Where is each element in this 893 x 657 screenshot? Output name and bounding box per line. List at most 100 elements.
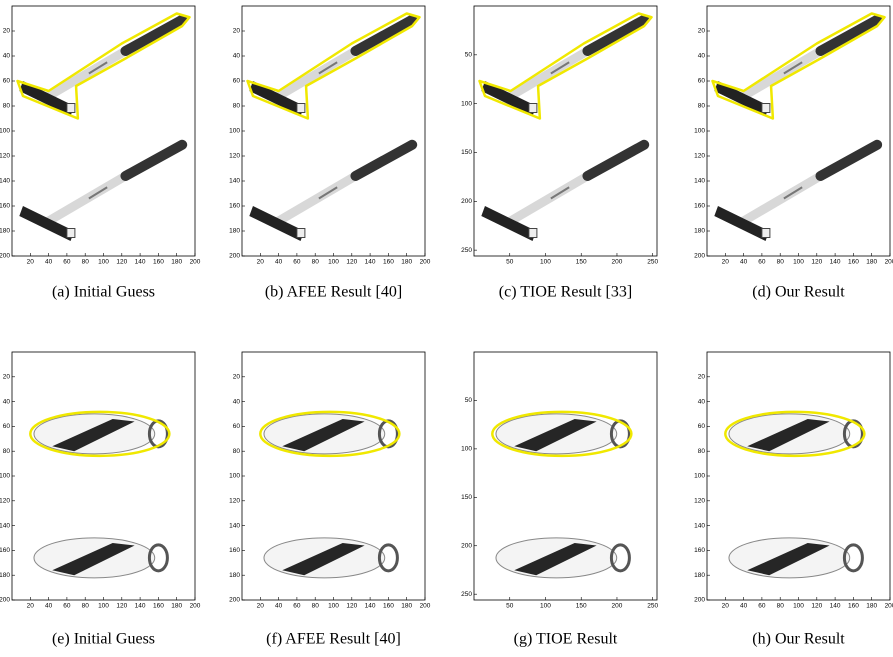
x-tick-label: 50: [506, 259, 514, 266]
x-tick-label: 180: [401, 259, 412, 266]
x-tick-label: 80: [312, 603, 320, 610]
y-tick-label: 120: [0, 498, 10, 505]
y-tick-label: 140: [694, 178, 705, 185]
x-tick-label: 120: [116, 259, 127, 266]
panel-caption: (e) Initial Guess: [52, 631, 155, 648]
x-tick-label: 20: [27, 259, 35, 266]
y-tick-label: 200: [694, 597, 705, 604]
y-tick-label: 150: [461, 494, 472, 501]
y-tick-label: 160: [229, 203, 240, 210]
y-tick-label: 20: [3, 374, 11, 381]
y-tick-label: 80: [698, 103, 706, 110]
y-tick-label: 140: [694, 522, 705, 529]
y-tick-label: 80: [3, 103, 11, 110]
x-tick-label: 200: [190, 603, 201, 610]
x-tick-label: 160: [848, 603, 859, 610]
x-tick-label: 120: [346, 603, 357, 610]
panel: 2040608010012014016018020020406080100120…: [0, 6, 201, 301]
panel-caption: (b) AFEE Result [40]: [265, 284, 402, 301]
y-tick-label: 20: [233, 28, 241, 35]
hammer-face: [67, 229, 75, 238]
y-tick-label: 200: [461, 198, 472, 205]
x-tick-label: 120: [346, 259, 357, 266]
y-tick-label: 100: [0, 473, 10, 480]
y-tick-label: 140: [229, 522, 240, 529]
hammer-face: [529, 229, 537, 238]
x-tick-label: 80: [777, 259, 785, 266]
y-tick-label: 60: [698, 78, 706, 85]
x-tick-label: 40: [740, 259, 748, 266]
x-tick-label: 100: [793, 259, 804, 266]
x-tick-label: 160: [848, 259, 859, 266]
y-tick-label: 20: [698, 374, 706, 381]
panel: 2040608010012014016018020020406080100120…: [694, 6, 893, 301]
y-tick-label: 80: [3, 448, 11, 455]
x-tick-label: 250: [647, 259, 658, 266]
x-tick-label: 140: [135, 259, 146, 266]
y-tick-label: 200: [694, 253, 705, 260]
y-tick-label: 100: [461, 100, 472, 107]
x-tick-label: 100: [98, 603, 109, 610]
y-tick-label: 120: [0, 153, 10, 160]
y-tick-label: 40: [233, 398, 241, 405]
y-tick-label: 40: [233, 53, 241, 60]
y-tick-label: 200: [229, 597, 240, 604]
x-tick-label: 200: [420, 259, 431, 266]
x-tick-label: 180: [171, 259, 182, 266]
y-tick-label: 120: [229, 153, 240, 160]
x-tick-label: 200: [190, 259, 201, 266]
y-tick-label: 160: [229, 547, 240, 554]
y-tick-label: 20: [233, 374, 241, 381]
x-tick-label: 140: [365, 259, 376, 266]
hammer-face: [529, 104, 537, 113]
y-tick-label: 80: [233, 103, 241, 110]
x-tick-label: 100: [328, 603, 339, 610]
y-tick-label: 120: [694, 498, 705, 505]
x-tick-label: 250: [647, 603, 658, 610]
x-tick-label: 140: [365, 603, 376, 610]
y-tick-label: 150: [461, 149, 472, 156]
x-tick-label: 100: [328, 259, 339, 266]
y-tick-label: 100: [461, 446, 472, 453]
x-tick-label: 80: [82, 603, 90, 610]
y-tick-label: 50: [465, 52, 473, 59]
y-tick-label: 100: [0, 128, 10, 135]
y-tick-label: 60: [233, 78, 241, 85]
y-tick-label: 100: [694, 473, 705, 480]
panel-caption: (d) Our Result: [752, 284, 845, 301]
panel-caption: (g) TIOE Result: [514, 631, 618, 648]
x-tick-label: 160: [383, 603, 394, 610]
y-tick-label: 140: [0, 522, 10, 529]
y-tick-label: 20: [698, 28, 706, 35]
y-tick-label: 180: [229, 572, 240, 579]
page: {"figure": {"panels": [ {"caption": "(a)…: [0, 0, 893, 657]
x-tick-label: 200: [612, 259, 623, 266]
y-tick-label: 160: [694, 203, 705, 210]
y-tick-label: 250: [461, 247, 472, 254]
x-tick-label: 60: [63, 603, 71, 610]
x-tick-label: 60: [758, 603, 766, 610]
panel-caption: (f) AFEE Result [40]: [266, 631, 401, 648]
y-tick-label: 180: [0, 572, 10, 579]
x-tick-label: 180: [866, 259, 877, 266]
hammer-face: [67, 104, 75, 113]
x-tick-label: 140: [830, 603, 841, 610]
y-tick-label: 100: [694, 128, 705, 135]
x-tick-label: 180: [401, 603, 412, 610]
y-tick-label: 250: [461, 591, 472, 598]
x-tick-label: 80: [777, 603, 785, 610]
x-tick-label: 20: [722, 259, 730, 266]
y-tick-label: 20: [3, 28, 11, 35]
x-tick-label: 80: [82, 259, 90, 266]
figure: 20 40 60 80 100 120 140 160 180 200 20 40 60 80 100 120…: [0, 0, 893, 657]
x-tick-label: 20: [257, 603, 265, 610]
y-tick-label: 200: [0, 597, 10, 604]
x-tick-label: 40: [45, 603, 53, 610]
x-tick-label: 120: [811, 259, 822, 266]
x-tick-label: 180: [171, 603, 182, 610]
y-tick-label: 80: [698, 448, 706, 455]
y-tick-label: 40: [698, 53, 706, 60]
